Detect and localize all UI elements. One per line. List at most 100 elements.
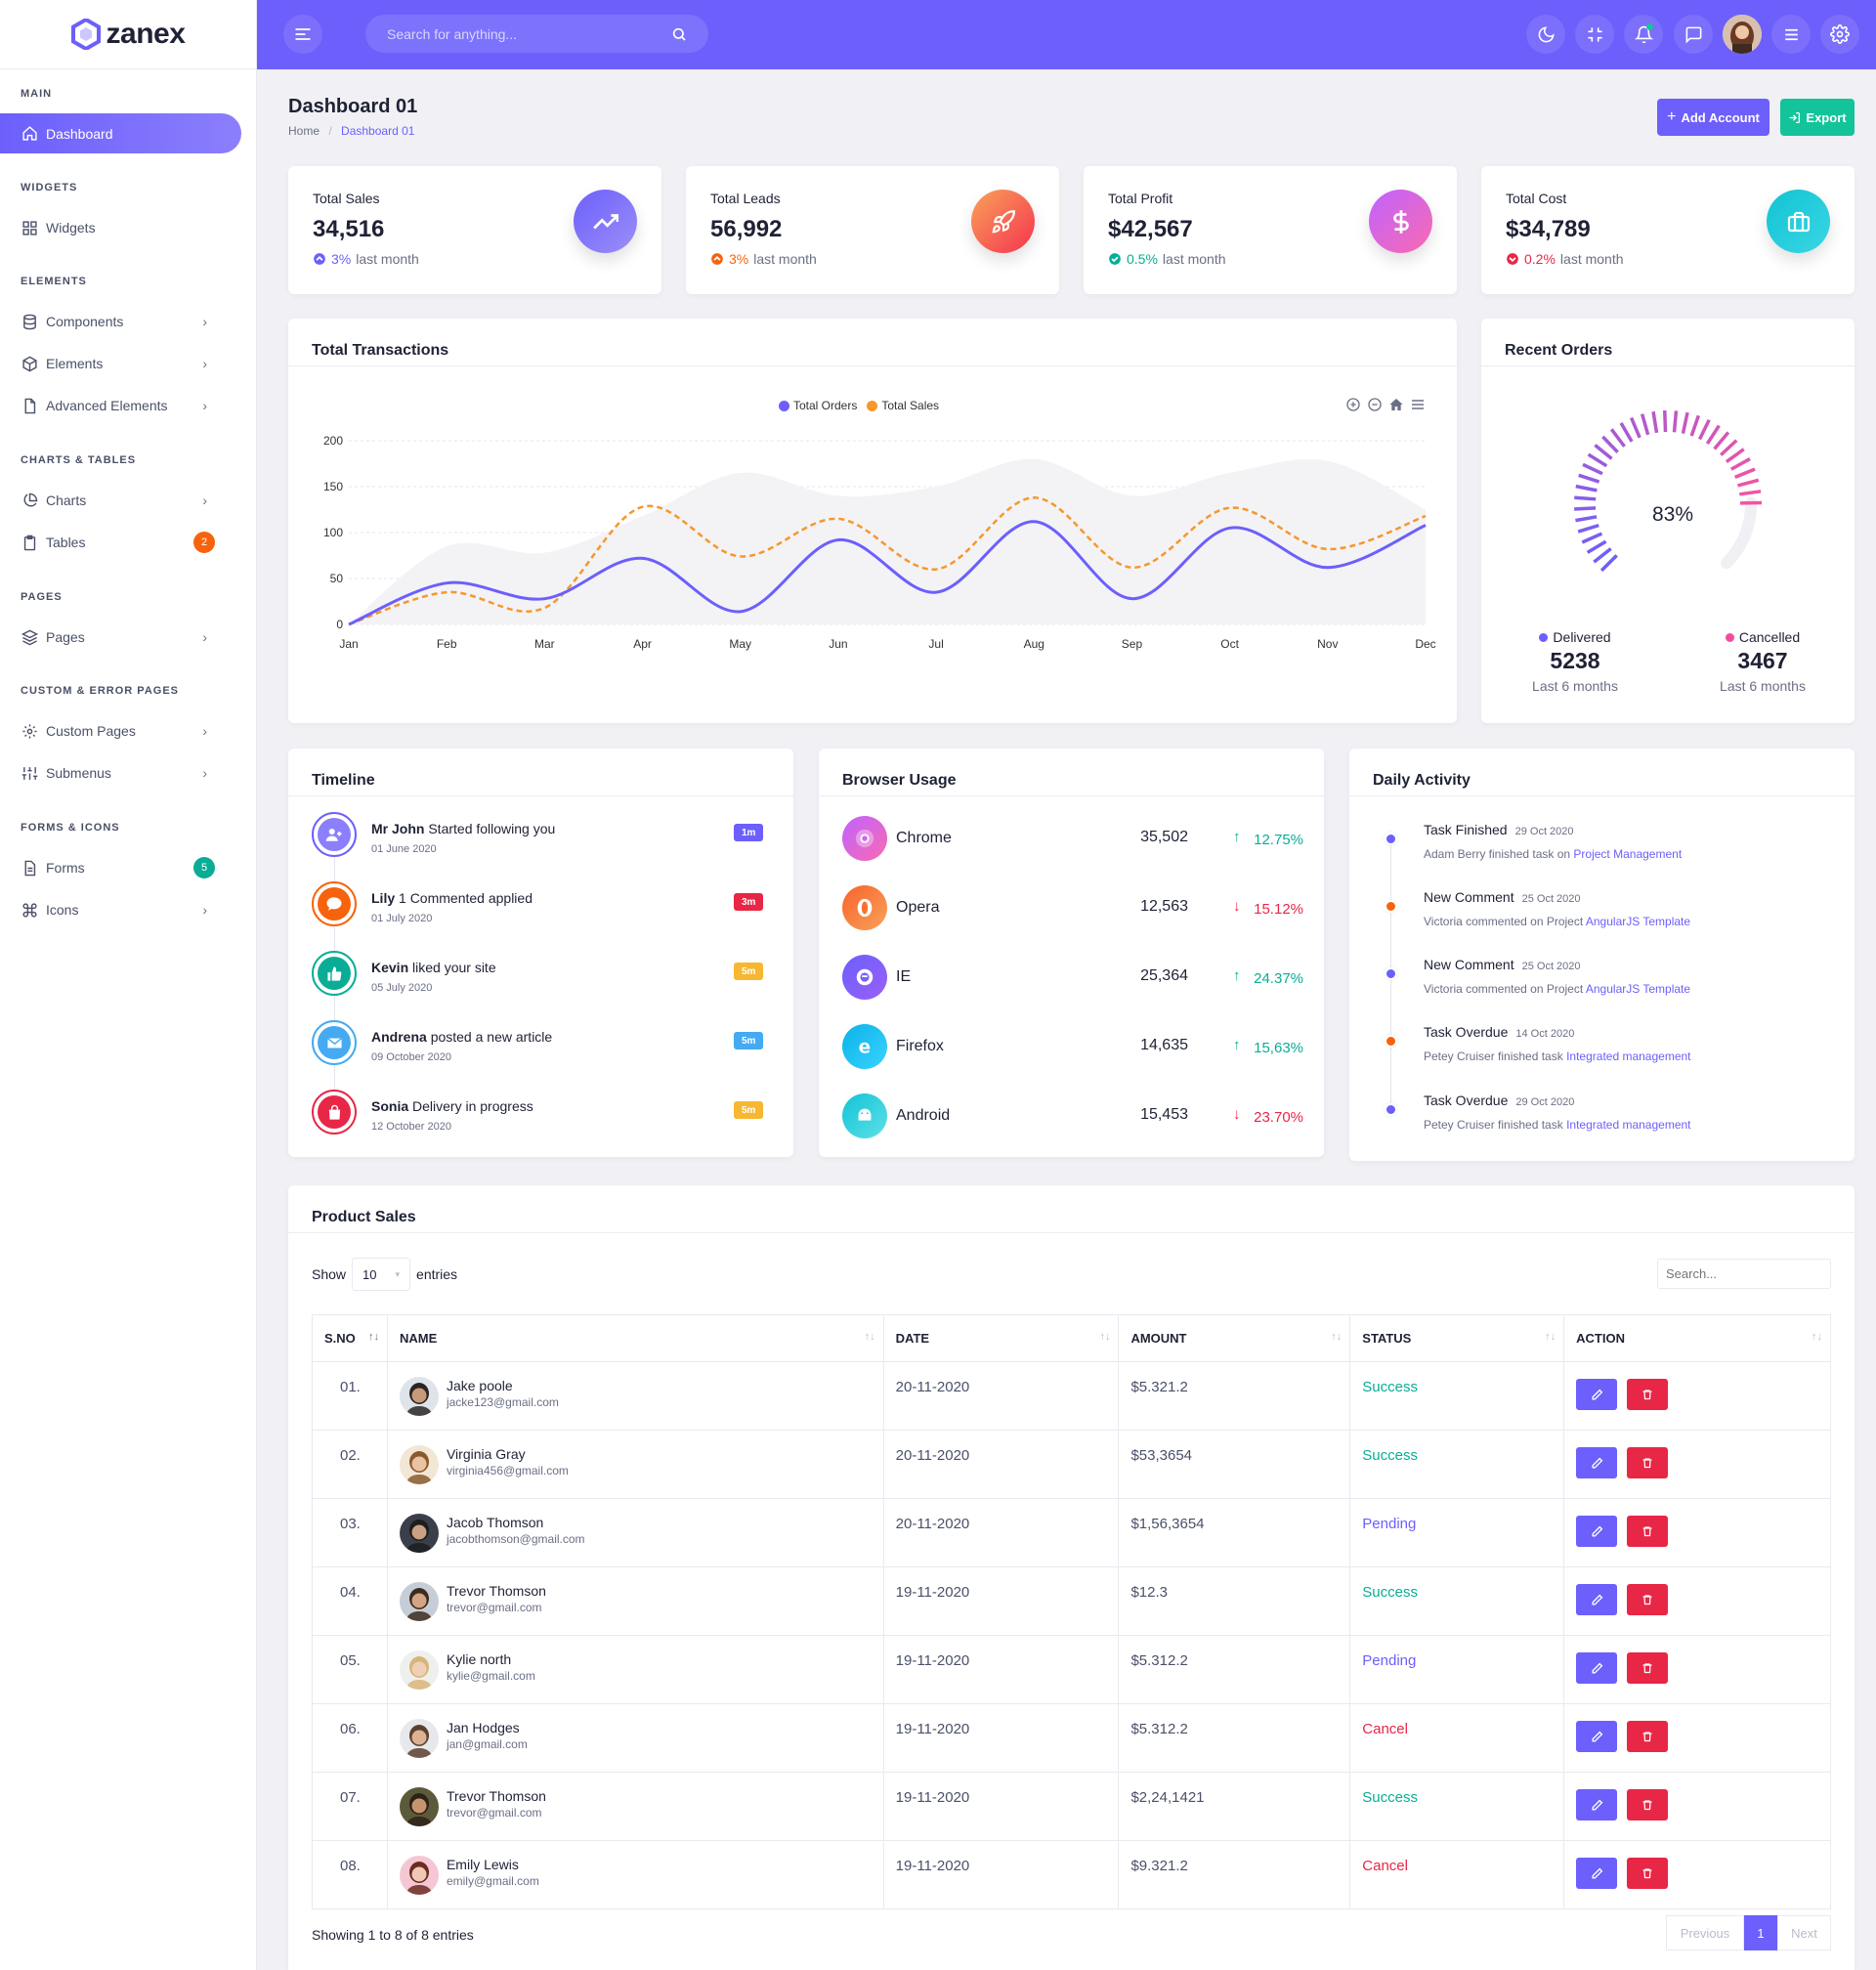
activity-link[interactable]: Integrated management (1566, 1049, 1691, 1063)
add-account-label: Add Account (1681, 109, 1760, 125)
breadcrumb-home[interactable]: Home (288, 124, 320, 138)
delete-button[interactable] (1627, 1858, 1669, 1889)
brand[interactable]: zanex (0, 0, 256, 69)
sidebar-item-icons[interactable]: Icons › (0, 890, 234, 929)
sidebar-item-pages[interactable]: Pages › (0, 618, 234, 657)
profile-avatar[interactable] (1723, 15, 1762, 54)
sidebar-item-tables[interactable]: Tables 2 (0, 523, 234, 562)
entries-select[interactable]: 10 ▾ (352, 1258, 411, 1291)
trash-icon (1642, 1800, 1652, 1811)
pagination-next[interactable]: Next (1777, 1915, 1831, 1950)
trash-icon (1642, 1390, 1652, 1400)
column-header-status[interactable]: STATUS ↑↓ (1349, 1314, 1565, 1362)
user-avatar-icon (1723, 15, 1762, 54)
export-button[interactable]: Export (1780, 99, 1855, 136)
reset-zoom-home-icon[interactable] (1388, 397, 1404, 412)
delete-button[interactable] (1627, 1584, 1669, 1615)
legend-total-orders[interactable]: Total Orders (779, 399, 857, 412)
legend-total-sales[interactable]: Total Sales (867, 399, 939, 412)
column-header-amount[interactable]: AMOUNT ↑↓ (1118, 1314, 1351, 1362)
pagination-page-1[interactable]: 1 (1744, 1915, 1777, 1950)
activity-link[interactable]: Project Management (1573, 847, 1683, 861)
sidebar-item-forms[interactable]: Forms 5 (0, 848, 234, 887)
gauge-tick (1575, 515, 1598, 523)
clipboard-icon (23, 535, 36, 550)
x-tick-label: Jul (928, 637, 943, 651)
cell-sno: 02. (312, 1430, 388, 1499)
timeline-action: Delivery in progress (412, 1098, 533, 1114)
fullscreen-button[interactable] (1575, 15, 1614, 54)
edit-button[interactable] (1576, 1516, 1618, 1547)
messages-button[interactable] (1674, 15, 1713, 54)
edit-button[interactable] (1576, 1789, 1618, 1820)
column-header-action[interactable]: ACTION ↑↓ (1563, 1314, 1831, 1362)
timeline-icon (312, 1090, 357, 1135)
browser-value: 25,364 (1140, 967, 1188, 984)
cell-amount: $5.321.2 (1118, 1361, 1351, 1431)
pagination-previous[interactable]: Previous (1666, 1915, 1744, 1950)
sidebar-item-dashboard[interactable]: Dashboard (0, 113, 241, 153)
browser-usage-card: Browser Usage Chrome 35,502 ↑ 12.75% Ope… (819, 749, 1324, 1157)
avatar (399, 1650, 439, 1690)
chart-toolbar (1345, 397, 1426, 412)
sidebar-item-submenus[interactable]: Submenus › (0, 753, 234, 792)
activity-link[interactable]: AngularJS Template (1585, 915, 1691, 928)
edit-button[interactable] (1576, 1379, 1618, 1410)
table-row: 05. Kylie north kylie@gmail.com 19-11-2020 $… (312, 1635, 1831, 1704)
column-header-date[interactable]: DATE ↑↓ (883, 1314, 1120, 1362)
zoom-in-icon[interactable] (1345, 397, 1361, 412)
search-icon[interactable] (671, 26, 687, 42)
browser-row-opera: Opera 12,563 ↓ 15.12% (842, 883, 1303, 932)
sidebar-item-widgets[interactable]: Widgets (0, 208, 234, 247)
header-menu-button[interactable] (1771, 15, 1811, 54)
cell-amount: $5.312.2 (1118, 1635, 1351, 1704)
stat-icon-badge (971, 190, 1035, 253)
sliders-icon (21, 766, 38, 780)
delete-button[interactable] (1627, 1447, 1669, 1478)
delete-button[interactable] (1627, 1652, 1669, 1684)
product-sales-table: S.NO ↑↓ NAME ↑↓ DATE ↑↓ AMOUNT ↑↓ STATUS ↑↓ A… (312, 1314, 1831, 1909)
user-plus-icon (325, 829, 342, 841)
notifications-button[interactable] (1624, 15, 1663, 54)
delete-button[interactable] (1627, 1789, 1669, 1820)
header-search-input[interactable] (387, 25, 661, 42)
timeline-date: 05 July 2020 (371, 982, 433, 994)
add-account-button[interactable]: + Add Account (1657, 99, 1769, 136)
column-header-sno[interactable]: S.NO ↑↓ (312, 1314, 388, 1362)
chart-menu-icon[interactable] (1410, 397, 1426, 412)
trash-icon (1642, 1732, 1652, 1742)
stat-label: Total Sales (313, 191, 380, 206)
sidebar-toggle-button[interactable] (283, 15, 322, 54)
column-header-name[interactable]: NAME ↑↓ (387, 1314, 884, 1362)
settings-button[interactable] (1820, 15, 1859, 54)
gauge-tick (1587, 452, 1608, 468)
header-search[interactable] (365, 15, 708, 53)
delete-button[interactable] (1627, 1721, 1669, 1752)
gauge-tick (1586, 539, 1607, 554)
person: Trevor Thomson trevor@gmail.com (399, 1582, 872, 1621)
cancelled-dot (1725, 632, 1734, 642)
edit-button[interactable] (1576, 1584, 1618, 1615)
sidebar-item-elements[interactable]: Elements › (0, 344, 234, 383)
gauge-tick (1720, 439, 1738, 456)
edit-button[interactable] (1576, 1652, 1618, 1684)
cell-sno: 06. (312, 1703, 388, 1773)
delete-button[interactable] (1627, 1516, 1669, 1547)
edit-button[interactable] (1576, 1858, 1618, 1889)
delete-button[interactable] (1627, 1379, 1669, 1410)
grid-icon (22, 220, 37, 236)
sidebar-item-custom-pages[interactable]: Custom Pages › (0, 711, 234, 750)
cube-icon (22, 356, 37, 371)
sidebar-item-advanced-elements[interactable]: Advanced Elements › (0, 386, 234, 425)
edit-button[interactable] (1576, 1447, 1618, 1478)
activity-link[interactable]: AngularJS Template (1585, 982, 1691, 996)
sidebar-item-components[interactable]: Components › (0, 302, 234, 341)
stat-label: Total Cost (1506, 191, 1567, 206)
edit-button[interactable] (1576, 1721, 1618, 1752)
sidebar-item-charts[interactable]: Charts › (0, 481, 234, 520)
zoom-out-icon[interactable] (1367, 397, 1383, 412)
activity-link[interactable]: Integrated management (1566, 1118, 1691, 1132)
activity-item: Task Finished 29 Oct 2020 Adam Berry fini… (1385, 822, 1854, 871)
table-search-input[interactable] (1657, 1259, 1831, 1289)
dark-mode-toggle[interactable] (1526, 15, 1565, 54)
